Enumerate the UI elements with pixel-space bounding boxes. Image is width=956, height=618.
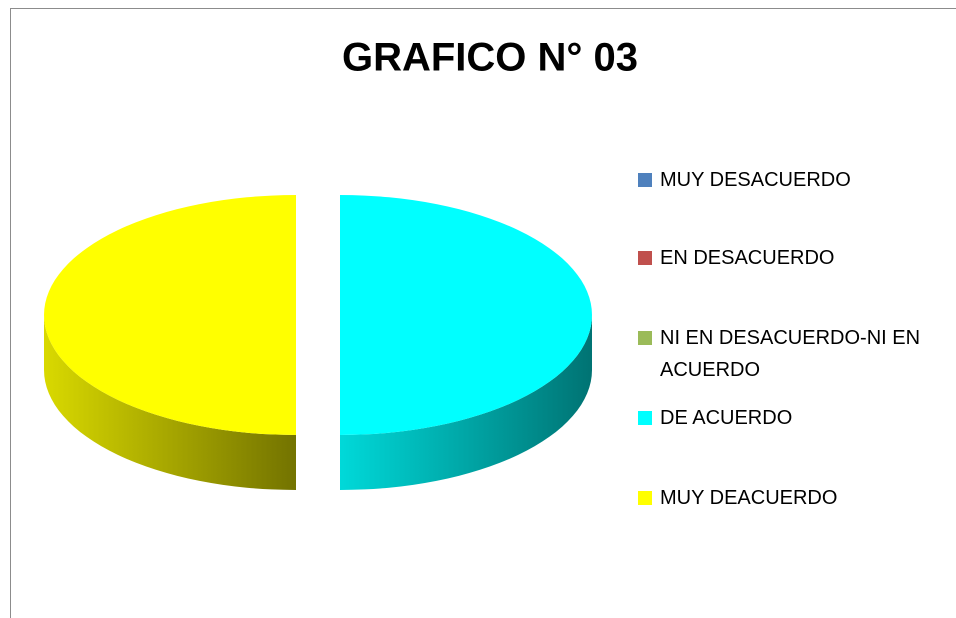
chart-border bbox=[10, 8, 956, 618]
legend-swatch bbox=[638, 491, 652, 505]
legend-label: MUY DESACUERDO bbox=[660, 169, 851, 191]
legend-label: MUY DEACUERDO bbox=[660, 487, 838, 509]
slice-side bbox=[340, 315, 592, 490]
legend-swatch bbox=[638, 411, 652, 425]
legend-item: EN DESACUERDO bbox=[638, 242, 948, 274]
legend-item: MUY DESACUERDO bbox=[638, 164, 948, 196]
legend-swatch bbox=[638, 251, 652, 265]
legend-item: MUY DEACUERDO bbox=[638, 482, 948, 514]
legend-swatch bbox=[638, 173, 652, 187]
legend-swatch bbox=[638, 331, 652, 345]
chart-title: GRAFICO N° 03 bbox=[342, 36, 638, 80]
legend-label: NI EN DESACUERDO-NI EN ACUERDO bbox=[660, 327, 921, 381]
pie-slice bbox=[44, 195, 296, 435]
legend-label: EN DESACUERDO bbox=[660, 247, 835, 269]
pie-slice bbox=[340, 195, 592, 435]
legend-item: NI EN DESACUERDO-NI EN ACUERDO bbox=[638, 322, 948, 386]
legend-item: DE ACUERDO bbox=[638, 402, 948, 434]
legend-label: DE ACUERDO bbox=[660, 407, 793, 429]
slice-side bbox=[44, 315, 296, 490]
